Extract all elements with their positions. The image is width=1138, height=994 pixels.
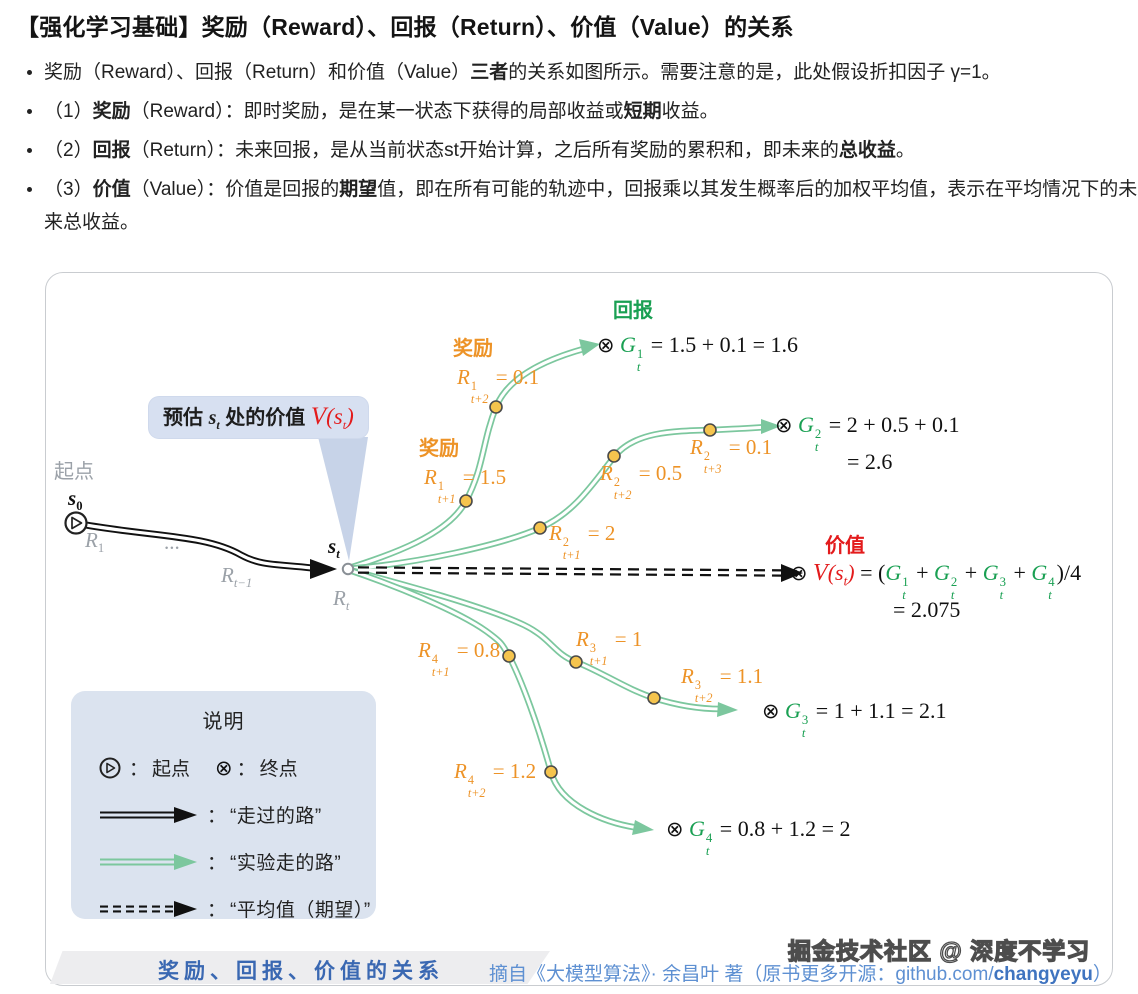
black-arrow-icon [100, 806, 197, 823]
bullet-item: （2）回报（Return）：未来回报，是从当前状态st开始计算，之后所有奖励的累… [44, 134, 1138, 167]
green-arrow-icon [100, 853, 197, 870]
label-R1: R1 [85, 528, 105, 556]
source-text: 摘自《大模型算法》· 余昌叶 著（原书更多开源：github.com/ [489, 964, 994, 985]
end-icon: ⊗ [215, 755, 233, 780]
state-node [341, 562, 355, 576]
trajectory-1 [345, 339, 600, 573]
legend-row-traveled: ： “走过的路” [71, 801, 376, 828]
reward-dots [459, 400, 717, 779]
legend-end-label: 终点 [259, 759, 298, 780]
expectation-dashed-arrow [357, 564, 803, 582]
legend-experiment-label: “实验走的路” [230, 853, 342, 874]
start-icon [99, 757, 121, 778]
reward-1-2: R 1 t+2 = 0.1 [457, 365, 540, 406]
diagram-canvas [64, 339, 803, 835]
arrowhead [579, 339, 600, 356]
label-jiangli-1: 奖励 [453, 338, 493, 360]
label-jiangli-2: 奖励 [419, 438, 459, 460]
legend-row-expectation: ： “平均值（期望）” [71, 895, 376, 922]
label-s0: s0 [68, 486, 83, 514]
arrowhead [632, 820, 654, 835]
legend-start-label: 起点 [152, 759, 191, 780]
reward-2-3: R 2 t+3 = 0.1 [690, 435, 773, 476]
reward-3-1: R 3 t+1 = 1 [576, 627, 643, 668]
arrowhead [717, 702, 738, 717]
legend-box: 说明 ： 起点 ⊗ ： 终点 ： “走过的路” [71, 691, 376, 922]
label-huibao: 回报 [613, 300, 653, 322]
label-st: st [328, 534, 340, 562]
legend-expectation-label: “平均值（期望）” [230, 900, 371, 921]
label-Rt-1: Rt−1 [221, 563, 253, 591]
legend-title: 说明 [202, 711, 245, 733]
legend-traveled-label: “走过的路” [230, 806, 322, 827]
reward-1-1: R 1 t+1 = 1.5 [424, 465, 507, 506]
page-title: 【强化学习基础】奖励（Reward）、回报（Return）、价值（Value）的… [16, 14, 794, 40]
watermark: 掘金技术社区 @ 深度不学习 [787, 937, 1091, 964]
trajectory-3 [345, 565, 738, 717]
bullet-item: （3）价值（Value）：价值是回报的期望值，即在所有可能的轨迹中，回报乘以其发… [44, 173, 1138, 239]
legend-row-experiment: ： “实验走的路” [71, 848, 376, 875]
footer-title: 奖励、回报、价值的关系 [158, 959, 444, 983]
legend-row-endpoints: ： 起点 ⊗ ： 终点 [71, 754, 376, 781]
diagram-panel: 起点 s0 R1... Rt−1 st Rt 预估 st 处的价值 V(st) 奖励 R 1 t+2… [45, 272, 1113, 986]
label-qidian: 起点 [54, 461, 94, 483]
label-Rt: Rt [333, 586, 350, 614]
bullet-list: 奖励（Reward）、回报（Return）和价值（Value）三者的关系如图所示… [20, 56, 1138, 245]
reward-4-2: R 4 t+2 = 1.2 [454, 759, 537, 800]
source-link[interactable]: changyeyu [993, 964, 1093, 985]
tooltip-tail [318, 437, 368, 561]
bullet-item: 奖励（Reward）、回报（Return）和价值（Value）三者的关系如图所示… [44, 56, 1138, 89]
reward-4-1: R 4 t+1 = 0.8 [418, 638, 501, 679]
label-jiazhi: 价值 [825, 535, 865, 557]
arrowhead [761, 419, 781, 434]
footer-source: 摘自《大模型算法》· 余昌叶 著（原书更多开源：github.com/chang… [489, 964, 1112, 985]
arrowhead [310, 559, 337, 579]
value-tooltip: 预估 st 处的价值 V(st) [149, 397, 368, 438]
reward-3-2: R 3 t+2 = 1.1 [681, 664, 764, 705]
start-node-icon [64, 511, 88, 535]
bullet-item: （1）奖励（Reward）：即时奖励，是在某一状态下获得的局部收益或短期收益。 [44, 95, 1138, 128]
dashed-arrow-icon [100, 900, 197, 917]
return-eq-2b: = 2.6 [847, 449, 893, 474]
reward-2-1: R 2 t+1 = 2 [549, 521, 616, 562]
label-ellipsis: ... [164, 530, 180, 554]
traveled-path [85, 521, 337, 579]
arrowhead [781, 564, 803, 582]
footer-strip [50, 951, 550, 984]
value-eq-2: = 2.075 [893, 597, 961, 622]
reward-2-2: R 2 t+2 = 0.5 [600, 461, 683, 502]
diagram-labels: 起点 s0 R1... Rt−1 st Rt 预估 st 处的价值 V(st) 奖励 R 1 t+2… [46, 273, 1112, 985]
